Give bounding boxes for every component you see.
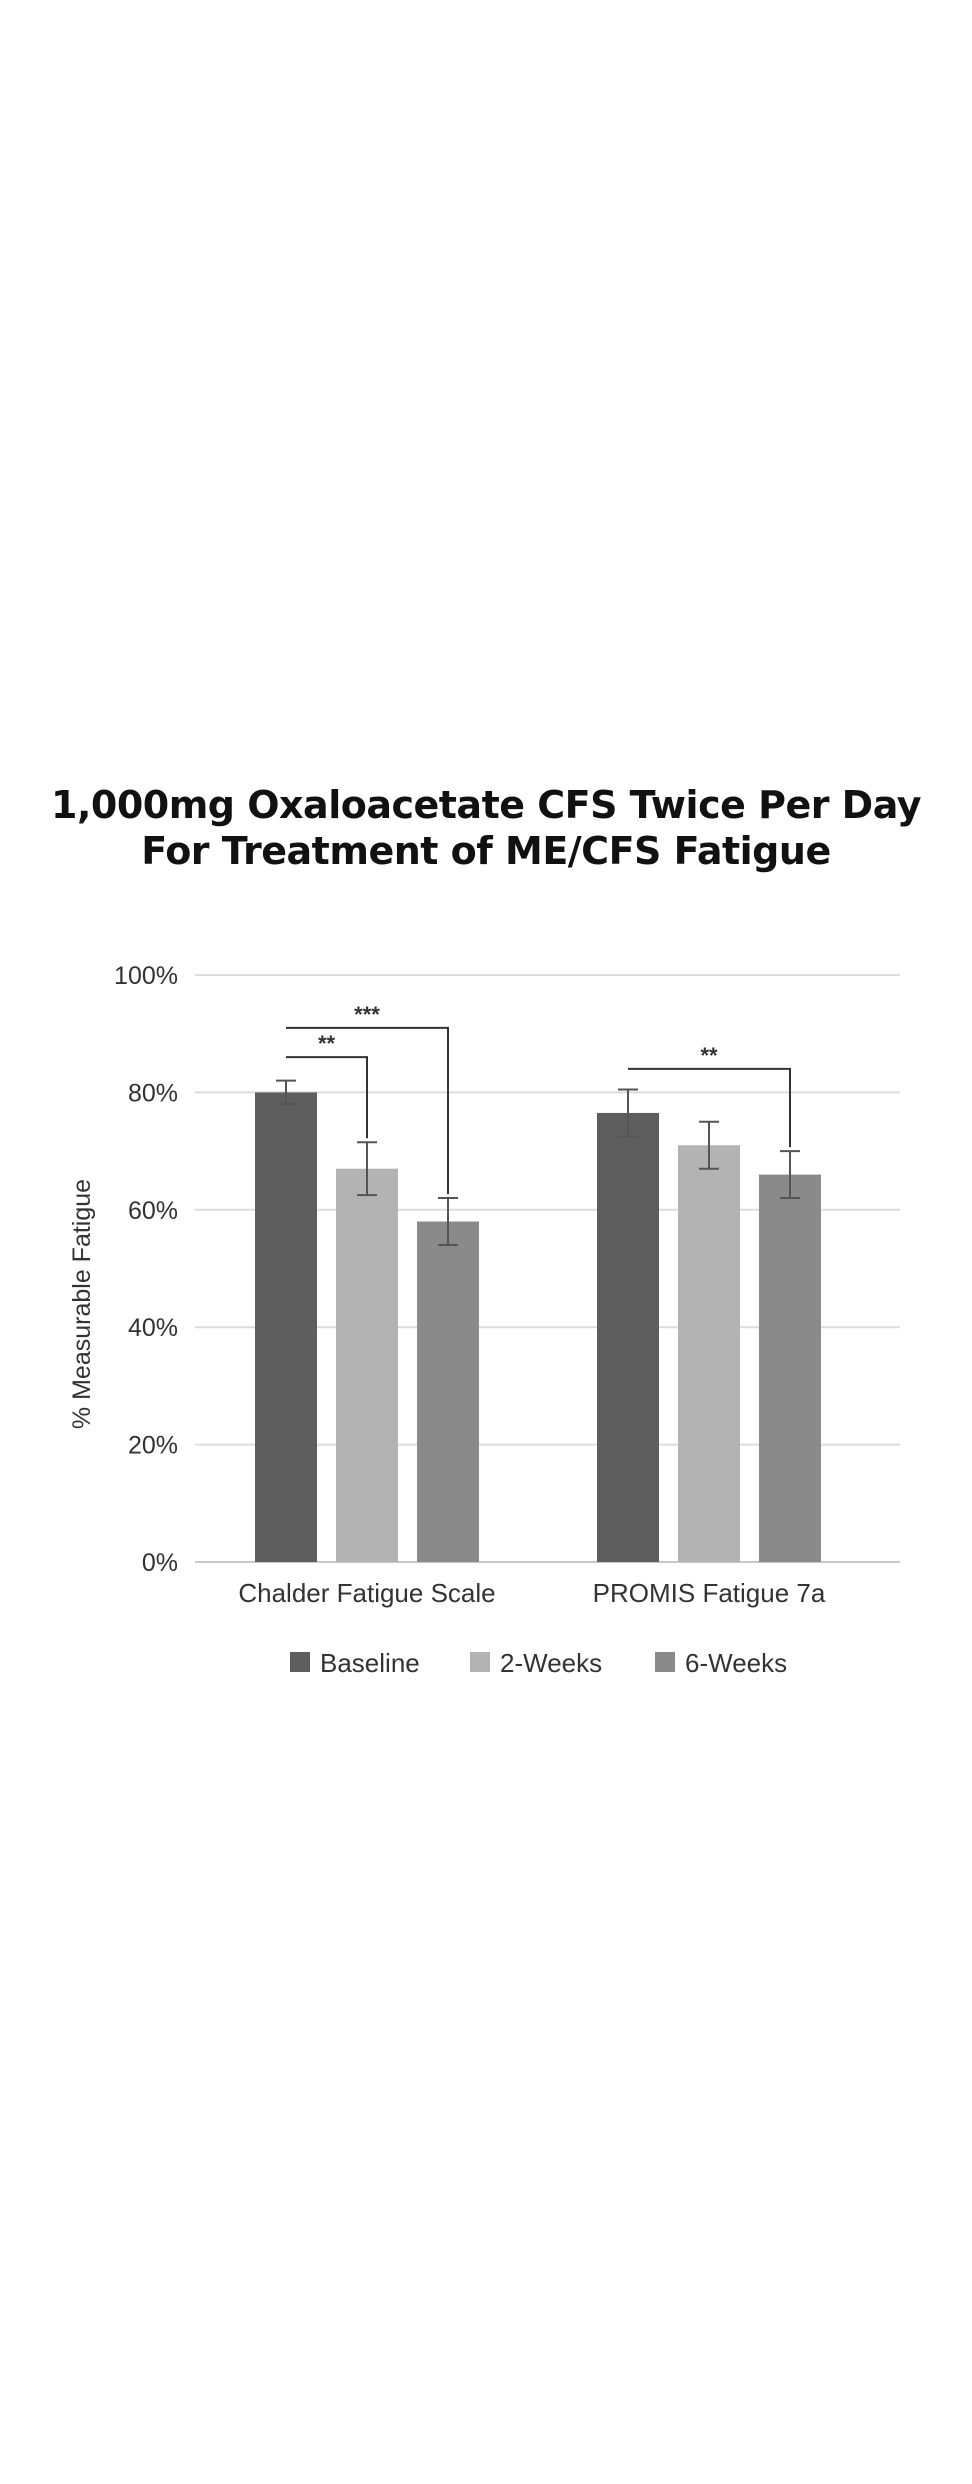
- error-bars: [276, 1079, 800, 1247]
- bar: [417, 1221, 479, 1562]
- legend: Baseline 2-Weeks 6-Weeks: [290, 1648, 787, 1678]
- significance-bracket: [286, 1026, 449, 1195]
- bar: [759, 1174, 821, 1562]
- bar: [255, 1092, 317, 1562]
- legend-swatch: [290, 1652, 310, 1672]
- legend-label: 6-Weeks: [685, 1648, 787, 1678]
- significance-label: **: [700, 1043, 718, 1068]
- bars: [255, 1092, 821, 1562]
- significance-label: **: [318, 1031, 336, 1056]
- y-tick-label: 40%: [128, 1314, 178, 1342]
- bar: [678, 1145, 740, 1562]
- significance-annotations: *******: [286, 1002, 791, 1195]
- chart-title: 1,000mg Oxaloacetate CFS Twice Per Day F…: [0, 782, 972, 874]
- y-axis-label: % Measurable Fatigue: [68, 1179, 96, 1429]
- significance-bracket: [628, 1067, 791, 1148]
- legend-swatch: [470, 1652, 490, 1672]
- y-tick-label: 20%: [128, 1432, 178, 1460]
- y-tick-label: 80%: [128, 1079, 178, 1107]
- chart-title-line-2: For Treatment of ME/CFS Fatigue: [141, 829, 831, 873]
- y-tick-label: 0%: [142, 1549, 178, 1577]
- x-category-label: PROMIS Fatigue 7a: [593, 1578, 826, 1608]
- y-tick-label: 60%: [128, 1197, 178, 1225]
- legend-label: Baseline: [320, 1648, 420, 1678]
- bar-chart: 0%20%40%60%80%100% % Measurable Fatigue …: [68, 962, 900, 1678]
- legend-swatch: [655, 1652, 675, 1672]
- y-tick-label: 100%: [114, 962, 178, 990]
- bar: [336, 1168, 398, 1562]
- chart-title-line-1: 1,000mg Oxaloacetate CFS Twice Per Day: [51, 783, 921, 827]
- x-axis-categories: Chalder Fatigue Scale PROMIS Fatigue 7a: [238, 1578, 825, 1608]
- legend-label: 2-Weeks: [500, 1648, 602, 1678]
- y-axis-ticks: 0% 20% 40% 60% 80% 100%: [114, 962, 178, 1577]
- x-category-label: Chalder Fatigue Scale: [238, 1578, 495, 1608]
- bar: [597, 1112, 659, 1562]
- significance-label: ***: [354, 1002, 380, 1027]
- significance-bracket: [286, 1056, 368, 1139]
